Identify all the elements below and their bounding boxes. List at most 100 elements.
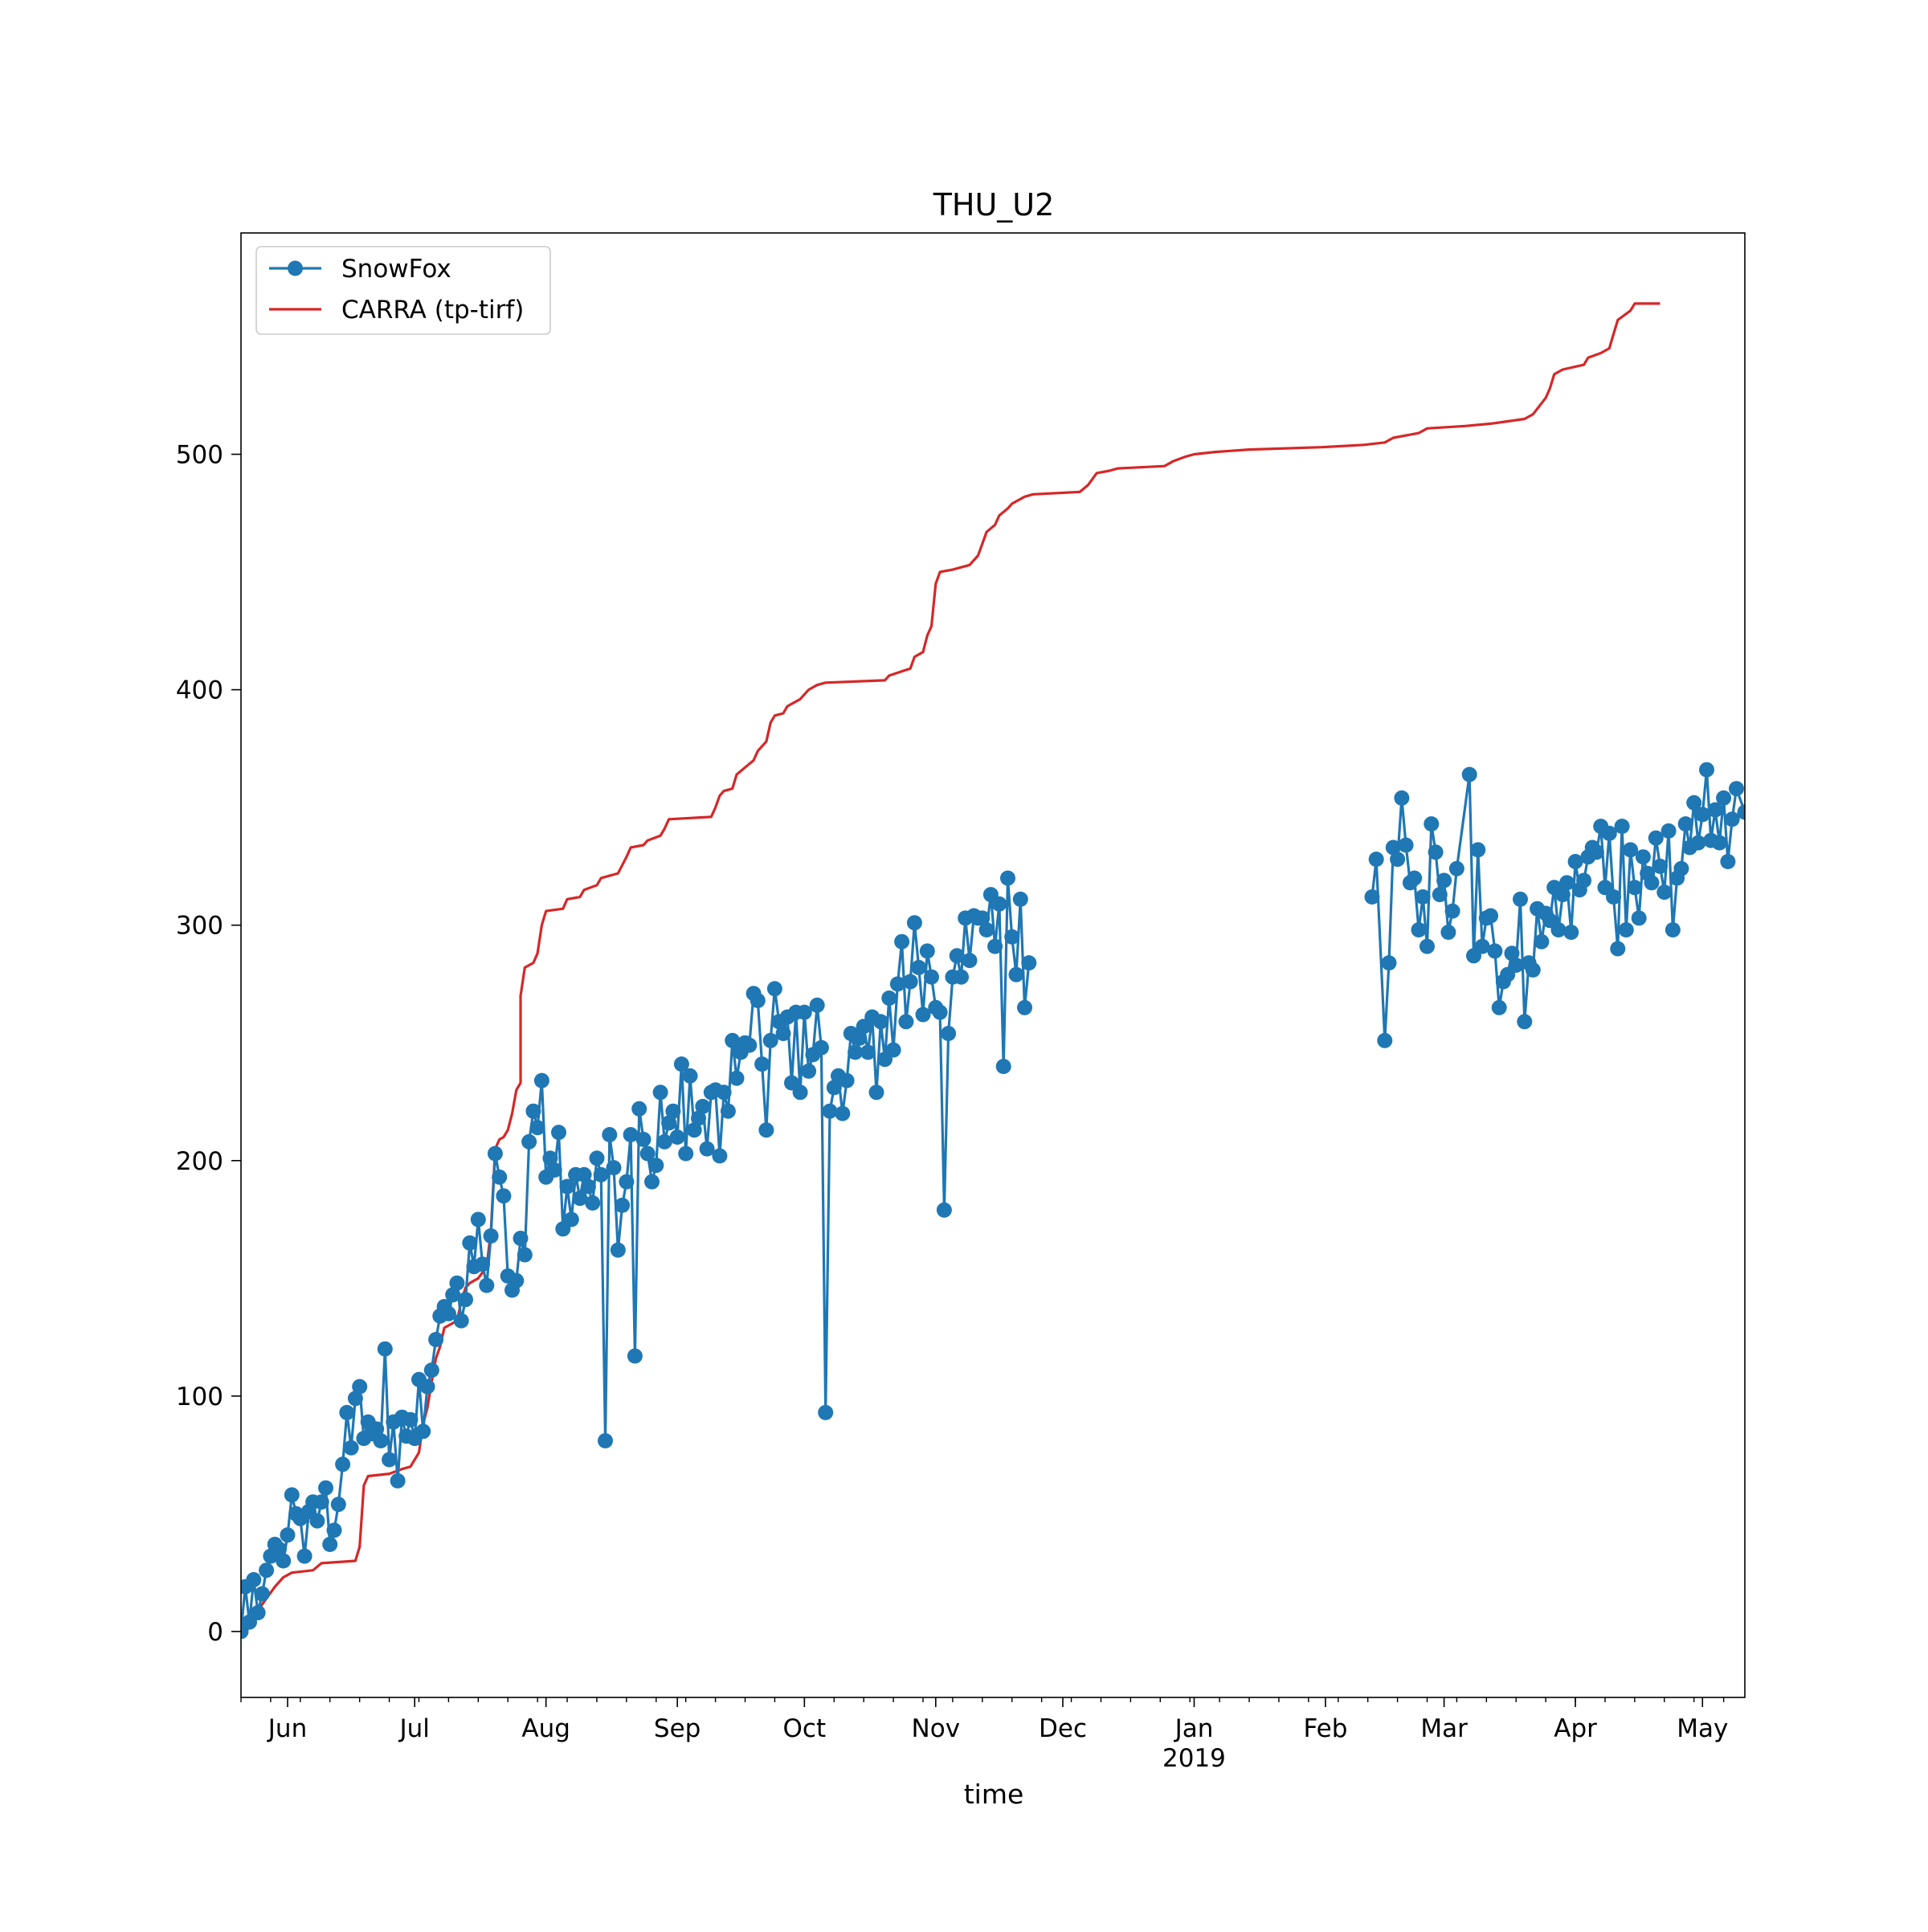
snowfox-point — [449, 1275, 465, 1291]
snowfox-point — [1554, 887, 1571, 903]
snowfox-point — [254, 1586, 270, 1602]
snowfox-point — [995, 1059, 1011, 1074]
snowfox-point — [551, 1125, 566, 1141]
snowfox-point — [924, 969, 939, 985]
snowfox-point — [339, 1404, 355, 1420]
snowfox-point — [1567, 854, 1583, 869]
snowfox-point — [1707, 802, 1723, 818]
snowfox-point — [881, 991, 897, 1006]
snowfox-point — [661, 1115, 677, 1131]
snowfox-point — [1588, 844, 1604, 860]
snowfox-point — [1461, 766, 1477, 782]
snowfox-point — [1483, 908, 1499, 924]
snowfox-point — [322, 1537, 338, 1552]
snowfox-point — [1415, 889, 1431, 905]
x-tick-label: Jun — [267, 1714, 307, 1743]
snowfox-point — [479, 1277, 495, 1293]
plot-area — [240, 232, 1746, 1698]
snowfox-point — [470, 1211, 486, 1227]
snowfox-point — [453, 1313, 469, 1329]
snowfox-point — [1440, 925, 1456, 940]
snowfox-point — [1559, 875, 1575, 891]
snowfox-point — [330, 1497, 346, 1513]
snowfox-point — [335, 1456, 351, 1472]
snowfox-point — [665, 1103, 681, 1119]
snowfox-point — [445, 1287, 461, 1303]
snowfox-point — [313, 1494, 329, 1510]
snowfox-point — [987, 938, 1003, 954]
snowfox-point — [1004, 929, 1020, 945]
snowfox-point — [1690, 835, 1706, 851]
snowfox-point — [716, 1084, 732, 1101]
snowfox-point — [377, 1341, 393, 1357]
snowfox-point — [673, 1056, 689, 1072]
snowfox-point — [415, 1423, 431, 1440]
snowfox-point — [796, 1004, 812, 1020]
snowfox-point — [809, 997, 825, 1013]
snowfox-point — [1660, 823, 1677, 839]
snowfox-point — [766, 981, 782, 997]
snowfox-point — [839, 1072, 855, 1089]
snowfox-point — [813, 1040, 829, 1056]
snowfox-point — [941, 1026, 957, 1041]
snowfox-point — [712, 1148, 728, 1164]
snowfox-point — [615, 1197, 631, 1213]
snowfox-point — [563, 1211, 579, 1227]
snowfox-point — [483, 1228, 499, 1244]
snowfox-point — [1724, 811, 1740, 827]
snowfox-point — [1444, 903, 1460, 919]
snowfox-point — [521, 1133, 537, 1150]
snowfox-point — [1008, 966, 1024, 982]
snowfox-point — [635, 1131, 652, 1147]
snowfox-point — [652, 1084, 668, 1101]
snowfox-point — [835, 1105, 851, 1121]
snowfox-point — [1012, 891, 1028, 907]
snowfox-point — [1737, 804, 1745, 820]
plot-background — [241, 233, 1745, 1697]
snowfox-point — [1677, 816, 1693, 832]
snowfox-point — [525, 1103, 541, 1119]
snowfox-point — [419, 1379, 435, 1395]
snowfox-point — [1504, 946, 1520, 962]
snowfox-point — [572, 1191, 588, 1207]
legend: SnowFox CARRA (tp-tirf) — [255, 246, 551, 335]
snowfox-point — [631, 1101, 647, 1117]
snowfox-point — [517, 1247, 533, 1263]
legend-entry-snowfox: SnowFox — [341, 255, 451, 284]
snowfox-point — [936, 1202, 952, 1218]
x-tick-label: Nov — [912, 1714, 961, 1743]
snowfox-point — [542, 1150, 558, 1166]
snowfox-point — [1428, 844, 1444, 860]
snowfox-point — [509, 1272, 525, 1289]
snowfox-point — [826, 1080, 842, 1096]
snowfox-point — [382, 1452, 398, 1468]
snowfox-point — [1487, 943, 1503, 959]
snowfox-point — [860, 1044, 876, 1060]
snowfox-point — [1398, 837, 1414, 853]
snowfox-point — [1508, 958, 1524, 973]
snowfox-point — [610, 1242, 626, 1258]
snowfox-point — [326, 1522, 342, 1538]
snowfox-point — [1385, 839, 1401, 856]
snowfox-point — [318, 1480, 333, 1496]
snowfox-point — [1021, 955, 1037, 971]
snowfox-point — [627, 1348, 643, 1364]
snowfox-point — [1576, 872, 1592, 888]
snowfox-point — [919, 943, 935, 959]
y-tick-label: 400 — [176, 676, 223, 705]
snowfox-point — [1665, 922, 1681, 937]
snowfox-point — [1491, 999, 1507, 1015]
snowfox-point — [1525, 962, 1541, 978]
snowfox-point — [593, 1166, 609, 1182]
snowfox-point — [898, 1014, 914, 1030]
snowfox-point — [284, 1487, 300, 1503]
snowfox-point — [1618, 922, 1634, 937]
snowfox-point — [1436, 872, 1452, 888]
snowfox-point — [686, 1122, 702, 1138]
snowfox-point — [1381, 955, 1397, 971]
snowfox-point — [458, 1292, 473, 1308]
snowfox-point — [619, 1174, 635, 1190]
x-tick-label: Dec — [1039, 1714, 1087, 1743]
